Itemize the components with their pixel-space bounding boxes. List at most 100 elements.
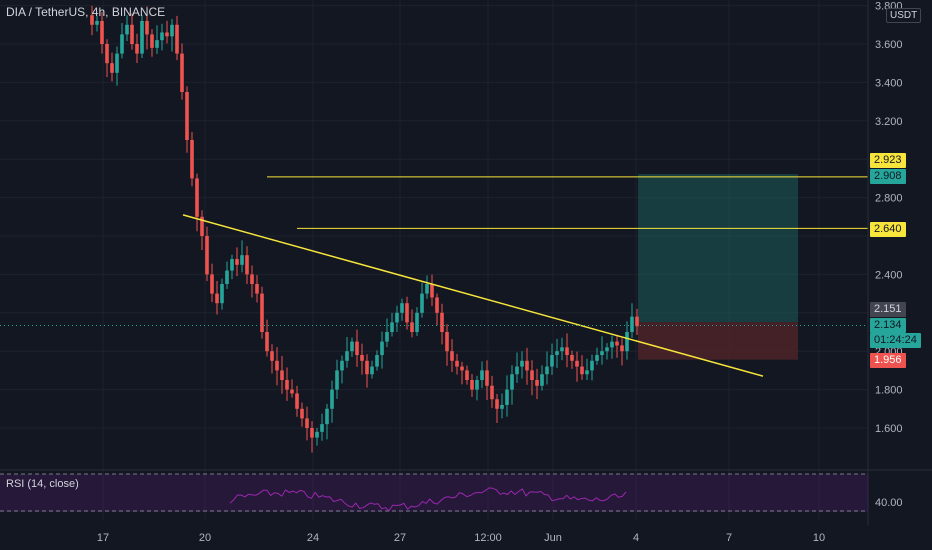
- candle-body: [405, 303, 409, 323]
- candle-body: [435, 297, 439, 313]
- candle-body: [520, 360, 524, 367]
- price-label-stop: 1.956: [870, 353, 906, 368]
- trendline: [182, 214, 764, 377]
- time-tick-label: 20: [199, 532, 211, 544]
- candle-body: [485, 370, 489, 386]
- candle-body: [155, 40, 159, 48]
- candle-body: [170, 24, 174, 37]
- candle-body: [310, 428, 314, 438]
- candle-body: [360, 355, 364, 361]
- candle-body: [495, 399, 499, 409]
- candle-body: [195, 178, 199, 217]
- price-label-last: 2.134: [870, 318, 906, 333]
- candle-body: [425, 284, 429, 294]
- candle-body: [525, 360, 529, 371]
- symbol-title: DIA / TetherUS, 4h, BINANCE: [6, 5, 166, 19]
- price-label-level-c: 2.640: [870, 222, 906, 237]
- candle-body: [95, 20, 99, 25]
- candle-body: [375, 355, 379, 367]
- candle-body: [350, 341, 354, 352]
- price-label-level-a: 2.923: [870, 153, 906, 168]
- candle-body: [450, 351, 454, 361]
- candle-body: [510, 374, 514, 390]
- candle-body: [585, 370, 589, 375]
- candle-body: [100, 20, 104, 44]
- candle-body: [395, 312, 399, 323]
- candle-body: [325, 408, 329, 425]
- candle-body: [190, 140, 194, 179]
- candle-body: [185, 92, 189, 140]
- candle-body: [110, 63, 114, 73]
- candle-body: [440, 312, 444, 332]
- time-tick-label: 24: [307, 532, 319, 544]
- candle-body: [575, 360, 579, 367]
- candle-body: [165, 32, 169, 37]
- candle-body: [595, 355, 599, 361]
- candle-body: [145, 20, 149, 35]
- candle-body: [335, 370, 339, 390]
- candle-body: [630, 316, 634, 332]
- candle-body: [315, 431, 319, 438]
- time-tick-label: 4: [633, 532, 639, 544]
- candle-body: [565, 347, 569, 356]
- candle-body: [205, 236, 209, 275]
- candle-body: [255, 284, 259, 294]
- rsi-line: [229, 487, 627, 512]
- rsi-band: [0, 474, 868, 512]
- candle-body: [545, 366, 549, 375]
- candle-body: [120, 34, 124, 54]
- price-tick-label: 3.600: [875, 39, 903, 51]
- candle-body: [90, 15, 94, 25]
- price-tick-label: 3.400: [875, 77, 903, 89]
- candle-body: [175, 24, 179, 54]
- candle-body: [240, 255, 244, 265]
- candle-body: [215, 293, 219, 304]
- time-tick-label: 17: [97, 532, 109, 544]
- rsi-tick-label: 40.00: [875, 497, 903, 509]
- candle-body: [605, 347, 609, 352]
- price-label-entry: 2.151: [870, 302, 906, 317]
- candle-body: [330, 389, 334, 409]
- candle-body: [555, 351, 559, 356]
- candle-body: [500, 404, 504, 409]
- candle-body: [355, 341, 359, 356]
- candle-body: [590, 360, 594, 371]
- candle-body: [150, 34, 154, 48]
- candle-body: [400, 303, 404, 313]
- currency-button[interactable]: USDT: [886, 8, 922, 23]
- candle-body: [540, 374, 544, 386]
- candle-body: [260, 293, 264, 332]
- target-zone: [638, 173, 798, 323]
- candle-body: [250, 274, 254, 284]
- candle-body: [420, 293, 424, 313]
- time-tick-label: Jun: [544, 532, 562, 544]
- price-tick-label: 3.200: [875, 116, 903, 128]
- candle-body: [580, 366, 584, 375]
- candle-body: [125, 24, 129, 35]
- candle-body: [570, 355, 574, 361]
- candle-body: [615, 341, 619, 346]
- candle-body: [415, 312, 419, 332]
- price-label-level-b: 2.908: [870, 169, 906, 184]
- price-tick-label: 2.400: [875, 269, 903, 281]
- candle-body: [530, 370, 534, 380]
- candle-body: [200, 216, 204, 236]
- candle-body: [505, 389, 509, 405]
- candle-body: [275, 360, 279, 371]
- candle-body: [290, 389, 294, 394]
- candle-body: [455, 360, 459, 367]
- candle-body: [430, 284, 434, 298]
- candle-body: [105, 44, 109, 64]
- candle-body: [265, 332, 269, 352]
- candle-body: [635, 316, 639, 327]
- candle-body: [280, 370, 284, 380]
- time-tick-label: 27: [394, 532, 406, 544]
- candle-body: [285, 380, 289, 390]
- candle-body: [115, 53, 119, 73]
- candle-body: [230, 259, 234, 271]
- candle-body: [320, 424, 324, 432]
- candle-body: [610, 341, 614, 348]
- candle-body: [270, 351, 274, 361]
- time-tick-label: 7: [726, 532, 732, 544]
